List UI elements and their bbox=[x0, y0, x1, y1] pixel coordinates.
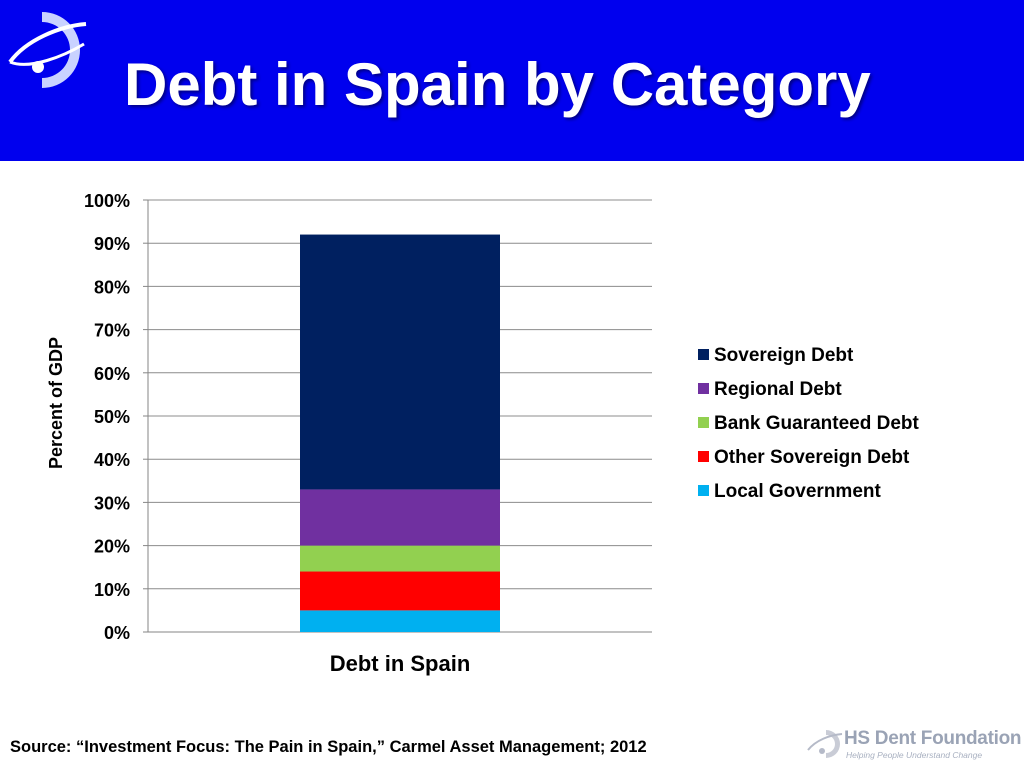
legend-label: Sovereign Debt bbox=[714, 345, 854, 366]
footer-logo: HS Dent Foundation Helping People Unders… bbox=[806, 726, 1022, 766]
legend-label: Regional Debt bbox=[714, 379, 842, 400]
y-tick-label: 0% bbox=[104, 623, 130, 643]
footer-tagline: Helping People Understand Change bbox=[846, 750, 983, 760]
legend-swatch bbox=[698, 417, 709, 428]
bar-segment-local-government bbox=[300, 610, 500, 632]
legend-swatch bbox=[698, 451, 709, 462]
y-tick-label: 90% bbox=[94, 234, 130, 254]
y-axis-title: Percent of GDP bbox=[46, 337, 66, 469]
bar-segment-sovereign-debt bbox=[300, 234, 500, 490]
footer-name: HS Dent Foundation bbox=[844, 728, 1022, 749]
source-note: Source: “Investment Focus: The Pain in S… bbox=[10, 738, 647, 756]
x-category-label: Debt in Spain bbox=[330, 651, 471, 676]
legend-swatch bbox=[698, 485, 709, 496]
y-axis-ticks: 0% 10% 20% 30% 40% 50% 60% 70% 80% 90% 100% bbox=[84, 191, 149, 643]
legend-label: Local Government bbox=[714, 481, 881, 502]
y-tick-label: 50% bbox=[94, 407, 130, 427]
legend-swatch bbox=[698, 383, 709, 394]
title-banner: Debt in Spain by Category bbox=[0, 0, 1024, 161]
hs-dent-logo-icon bbox=[8, 11, 87, 88]
y-tick-label: 30% bbox=[94, 493, 130, 513]
y-tick-label: 70% bbox=[94, 321, 130, 341]
y-tick-label: 10% bbox=[94, 580, 130, 600]
legend-swatch bbox=[698, 349, 709, 360]
bar-segment-regional-debt bbox=[300, 489, 500, 546]
y-tick-label: 40% bbox=[94, 450, 130, 470]
stacked-bar-chart: 0% 10% 20% 30% 40% 50% 60% 70% 80% 90% 100% Percen… bbox=[46, 191, 919, 676]
legend: Sovereign Debt Regional Debt Bank Guarante… bbox=[698, 345, 919, 502]
legend-label: Bank Guaranteed Debt bbox=[714, 413, 919, 434]
y-tick-label: 80% bbox=[94, 277, 130, 297]
x-axis-labels: Debt in Spain bbox=[330, 651, 471, 676]
y-tick-label: 20% bbox=[94, 537, 130, 557]
bar-segment-bank-guaranteed-debt bbox=[300, 545, 500, 572]
y-tick-label: 60% bbox=[94, 364, 130, 384]
legend-label: Other Sovereign Debt bbox=[714, 447, 910, 468]
hs-dent-footer-logo-icon bbox=[807, 730, 843, 758]
page-title: Debt in Spain by Category bbox=[124, 51, 871, 118]
y-tick-label: 100% bbox=[84, 191, 130, 211]
bar-segment-other-sovereign-debt bbox=[300, 571, 500, 611]
stacked-bar bbox=[300, 234, 500, 632]
